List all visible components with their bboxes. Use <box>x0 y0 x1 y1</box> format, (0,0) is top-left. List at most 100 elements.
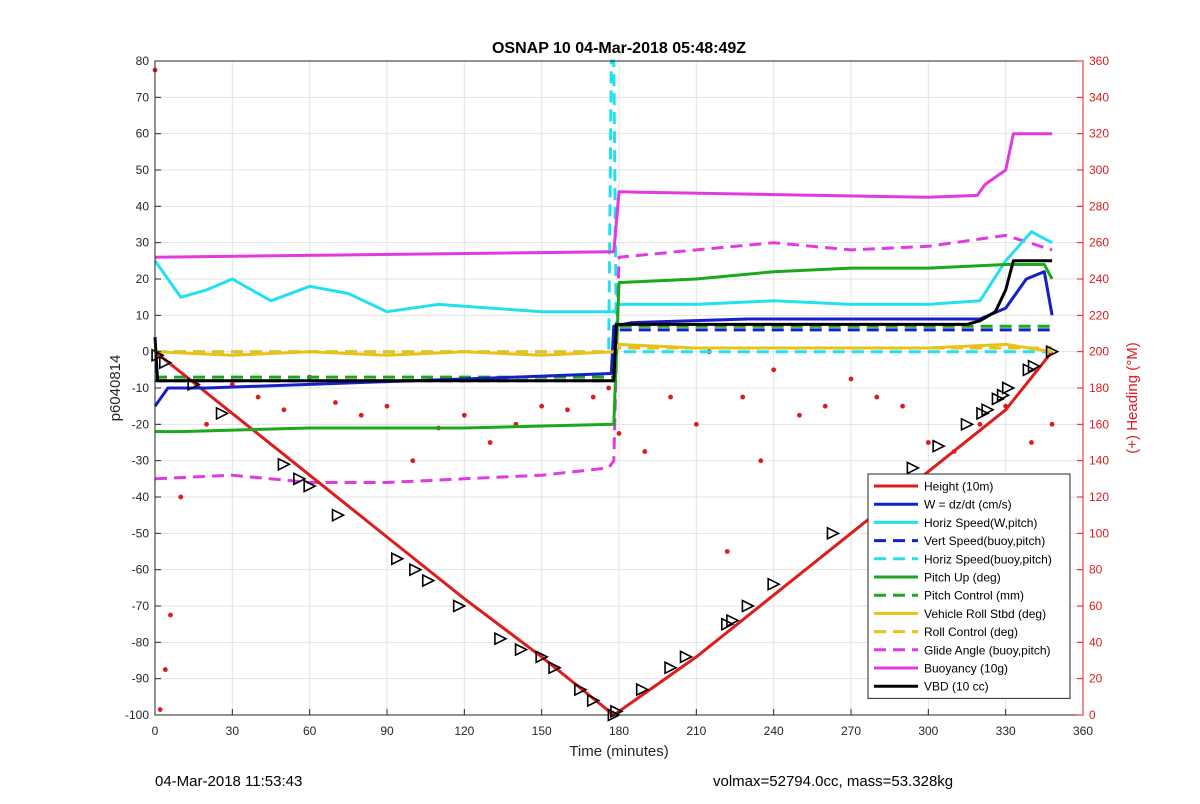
y-tick-label: -90 <box>132 672 150 686</box>
y-tick-label: 0 <box>142 345 149 359</box>
y2-tick-label: 20 <box>1089 672 1103 686</box>
y2-tick-label: 80 <box>1089 563 1103 577</box>
marker-triangle <box>726 613 740 628</box>
y-tick-label: 20 <box>136 272 150 286</box>
x-tick-label: 210 <box>686 724 706 738</box>
footer-timestamp: 04-Mar-2018 11:53:43 <box>155 773 303 790</box>
marker-triangle <box>906 461 921 475</box>
heading-point <box>616 431 622 436</box>
legend-label: Pitch Control (mm) <box>924 589 1024 603</box>
x-tick-label: 120 <box>454 724 474 738</box>
y2-tick-label: 360 <box>1089 54 1109 68</box>
y-tick-label: -30 <box>132 454 150 468</box>
y-tick-label: -100 <box>125 708 149 722</box>
y-axis-label: p6040814 <box>107 355 124 422</box>
y2-axis-label: (+) Heading (°M) <box>1124 342 1141 453</box>
marker-triangle <box>159 355 173 370</box>
marker-triangle <box>514 642 529 657</box>
marker-triangle <box>331 508 346 522</box>
heading-point <box>758 458 764 464</box>
heading-point <box>162 667 168 672</box>
x-tick-label: 150 <box>532 724 552 738</box>
marker-triangle <box>391 551 405 566</box>
x-tick-label: 240 <box>764 724 784 738</box>
marker-triangle <box>494 631 508 646</box>
heading-point <box>157 707 163 712</box>
heading-point <box>900 403 905 409</box>
heading-point <box>724 549 730 554</box>
y2-tick-label: 260 <box>1089 236 1109 250</box>
x-tick-label: 330 <box>996 724 1016 738</box>
y-tick-label: -10 <box>132 381 150 395</box>
marker-triangle <box>826 526 841 541</box>
y-tick-label: -60 <box>132 563 150 577</box>
y-tick-label: 50 <box>136 163 150 177</box>
y-tick-label: -80 <box>132 635 150 649</box>
y2-tick-label: 100 <box>1089 526 1109 540</box>
y-tick-label: 40 <box>136 199 150 213</box>
x-axis-label: Time (minutes) <box>569 743 668 760</box>
x-tick-label: 360 <box>1073 724 1093 738</box>
heading-point <box>797 412 802 418</box>
legend-label: Buoyancy (10g) <box>924 662 1008 676</box>
legend: Height (10m) W = dz/dt (cm/s) Horiz Speed(… <box>867 473 1071 699</box>
legend-label: VBD (10 cc) <box>924 680 989 694</box>
heading-point <box>255 394 261 400</box>
y-tick-label: -20 <box>132 417 150 431</box>
chart-title: OSNAP 10 04-Mar-2018 05:48:49Z <box>492 40 746 57</box>
y-tick-label: 10 <box>136 308 150 322</box>
heading-point <box>358 412 364 418</box>
y2-tick-label: 340 <box>1089 90 1109 104</box>
x-tick-label: 90 <box>380 724 394 738</box>
legend-label: Glide Angle (buoy,pitch) <box>924 643 1051 657</box>
heading-point <box>178 494 184 500</box>
y2-tick-label: 220 <box>1089 308 1109 322</box>
heading-point <box>461 412 467 418</box>
series-horiz-speed-w-pitch <box>153 230 1053 314</box>
heading-point <box>168 612 173 618</box>
x-tick-label: 30 <box>226 724 240 738</box>
y2-tick-label: 180 <box>1089 381 1109 395</box>
heading-point <box>590 394 596 400</box>
marker-triangle <box>215 406 230 421</box>
legend-label: Vert Speed(buoy,pitch) <box>924 534 1045 548</box>
marker-triangle <box>932 439 946 453</box>
heading-point <box>487 440 493 445</box>
heading-point <box>384 403 390 409</box>
y2-tick-label: 200 <box>1089 345 1109 359</box>
heading-point <box>1049 421 1055 427</box>
x-tick-label: 270 <box>841 724 861 738</box>
legend-label: W = dz/dt (cm/s) <box>924 498 1012 512</box>
marker-triangle <box>960 417 975 432</box>
marker-triangle <box>421 573 436 588</box>
series-buoyancy-10g <box>154 132 1053 259</box>
marker-triangle <box>741 599 756 613</box>
series-vbd-10-cc <box>153 259 1053 383</box>
y-tick-label: -50 <box>132 526 150 540</box>
y2-tick-label: 280 <box>1089 199 1109 213</box>
marker-triangle <box>187 377 201 392</box>
heading-point <box>565 407 570 413</box>
marker-triangle <box>277 457 292 472</box>
marker-triangle <box>1045 344 1060 359</box>
marker-triangle <box>586 693 601 708</box>
x-tick-label: 180 <box>609 724 629 738</box>
y2-tick-label: 40 <box>1089 635 1103 649</box>
heading-point <box>1029 440 1034 445</box>
legend-label: Horiz Speed(W,pitch) <box>924 516 1037 530</box>
y-tick-label: 60 <box>136 127 150 141</box>
legend-label: Pitch Up (deg) <box>924 571 1001 585</box>
heading-point <box>539 403 545 409</box>
series-pitch-up-deg <box>155 263 1054 434</box>
legend-label: Vehicle Roll Stbd (deg) <box>924 607 1046 621</box>
x-axis: 0 30 60 90 120 150 180 210 240 270 300 330 360 <box>152 709 1093 738</box>
legend-box <box>867 473 1071 699</box>
marker-triangle <box>1001 381 1016 395</box>
y2-tick-label: 320 <box>1089 127 1109 141</box>
heading-point <box>874 394 880 400</box>
heading-point <box>848 376 854 382</box>
marker-triangle <box>574 682 588 697</box>
y2-tick-label: 240 <box>1089 272 1109 286</box>
y-axis-left: 80 70 60 50 40 30 20 10 0 -10 -20 -30 -40 -50 -60 -70 -8… <box>125 54 161 722</box>
y-axis-right: 3603403203002802602402202001801601401201… <box>1077 54 1109 722</box>
